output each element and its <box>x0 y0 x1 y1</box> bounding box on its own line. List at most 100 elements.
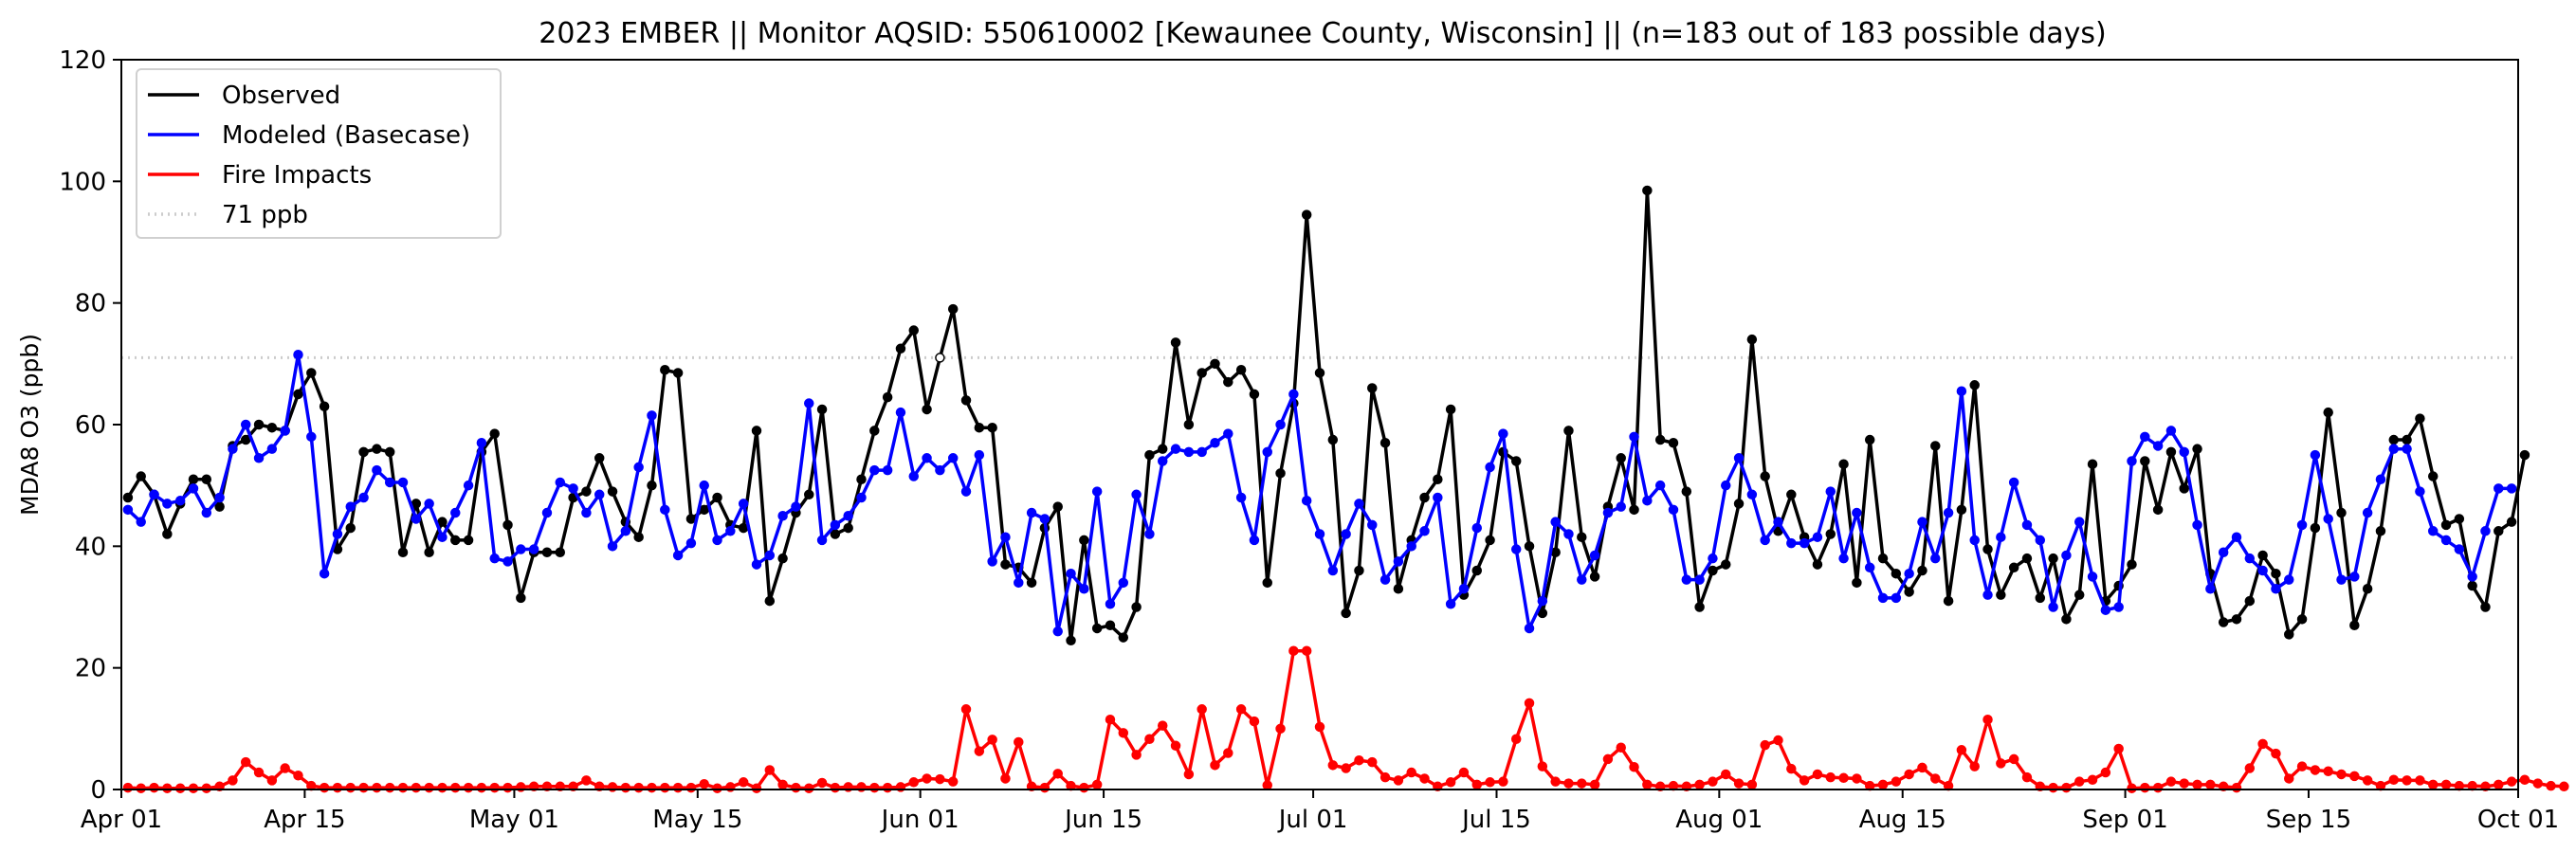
data-point <box>2494 779 2504 790</box>
data-point <box>725 526 736 536</box>
data-point <box>1577 532 1587 542</box>
x-tick-label: Jul 01 <box>1277 806 1348 834</box>
data-point <box>2440 519 2452 531</box>
data-point <box>1498 776 1508 787</box>
data-point <box>240 419 251 430</box>
series-layer <box>122 185 2569 793</box>
data-point <box>2257 565 2268 576</box>
data-point <box>174 495 186 506</box>
data-point <box>450 535 461 546</box>
data-point <box>895 343 906 354</box>
data-point <box>594 489 605 500</box>
data-point <box>266 775 278 786</box>
data-point <box>2127 456 2137 466</box>
data-point <box>2192 444 2202 454</box>
data-point <box>2192 779 2202 790</box>
y-axis-label: MDA8 O3 (ppb) <box>16 334 44 516</box>
x-tick-label: Jun 01 <box>880 806 959 834</box>
chart-title: 2023 EMBER || Monitor AQSID: 550610002 [… <box>539 17 2106 50</box>
data-point <box>843 522 853 534</box>
data-point <box>253 767 265 778</box>
data-point <box>581 507 592 518</box>
data-point <box>2388 434 2400 445</box>
data-point <box>581 775 592 786</box>
data-point <box>1223 748 1233 758</box>
y-tick-label: 80 <box>75 290 106 318</box>
data-point <box>2165 426 2177 436</box>
data-point <box>660 365 670 375</box>
data-point <box>1275 468 1286 479</box>
data-point <box>319 401 330 411</box>
data-point <box>2127 783 2137 793</box>
data-point <box>647 480 657 491</box>
data-point <box>1498 428 1508 439</box>
data-point <box>1170 444 1181 454</box>
data-point <box>2440 535 2452 546</box>
data-point <box>2415 775 2425 786</box>
x-tick-label: Apr 01 <box>81 806 162 834</box>
data-point <box>699 480 709 491</box>
data-point <box>2388 444 2400 454</box>
data-point <box>1629 762 1639 772</box>
data-point <box>1118 632 1129 643</box>
data-point <box>1654 434 1666 445</box>
legend-label: Modeled (Basecase) <box>222 121 470 150</box>
data-point <box>397 477 409 488</box>
data-point <box>1524 541 1535 552</box>
data-point <box>947 776 959 787</box>
data-point <box>987 735 997 745</box>
data-point <box>1799 537 1810 549</box>
data-point <box>647 782 657 793</box>
data-point <box>1210 358 1220 370</box>
data-point <box>803 489 814 500</box>
data-point <box>712 492 722 503</box>
data-point <box>2494 526 2504 536</box>
data-point <box>1262 780 1272 790</box>
data-point <box>647 410 657 421</box>
data-point <box>1654 480 1666 491</box>
data-point <box>1157 456 1168 466</box>
data-point <box>2336 769 2347 780</box>
data-point <box>791 782 801 793</box>
data-point <box>1039 782 1050 793</box>
data-point <box>214 492 225 503</box>
data-point <box>987 422 997 433</box>
data-point <box>594 453 605 463</box>
data-point <box>816 777 828 789</box>
data-point <box>2140 782 2150 793</box>
data-point <box>1930 441 1941 451</box>
data-point <box>1419 773 1430 784</box>
data-point <box>1235 365 1247 375</box>
data-point <box>1445 404 1456 415</box>
data-point <box>122 492 134 503</box>
data-point <box>1118 577 1129 589</box>
data-point <box>502 556 513 567</box>
data-point <box>1393 775 1404 786</box>
data-point <box>1144 529 1155 539</box>
data-point <box>2427 526 2439 536</box>
data-point <box>136 517 146 527</box>
y-tick-label: 40 <box>75 533 106 561</box>
data-point <box>253 419 265 430</box>
data-point <box>2336 574 2347 585</box>
data-point <box>2179 778 2189 789</box>
data-point <box>1969 380 1980 390</box>
data-point <box>882 464 893 476</box>
data-point <box>489 782 500 793</box>
data-point <box>345 522 356 534</box>
data-point <box>1301 209 1312 220</box>
data-point <box>2467 580 2477 591</box>
data-point <box>214 501 225 512</box>
data-point <box>2362 584 2373 594</box>
data-point <box>1877 553 1889 564</box>
data-point <box>2074 590 2085 600</box>
data-point <box>463 782 474 793</box>
data-point <box>345 501 356 512</box>
data-point <box>1681 486 1692 497</box>
data-point <box>2296 761 2308 771</box>
data-point <box>2087 572 2098 582</box>
data-point <box>1930 773 1941 784</box>
data-point <box>830 519 841 531</box>
data-point <box>1014 577 1024 589</box>
data-point <box>1026 577 1037 589</box>
